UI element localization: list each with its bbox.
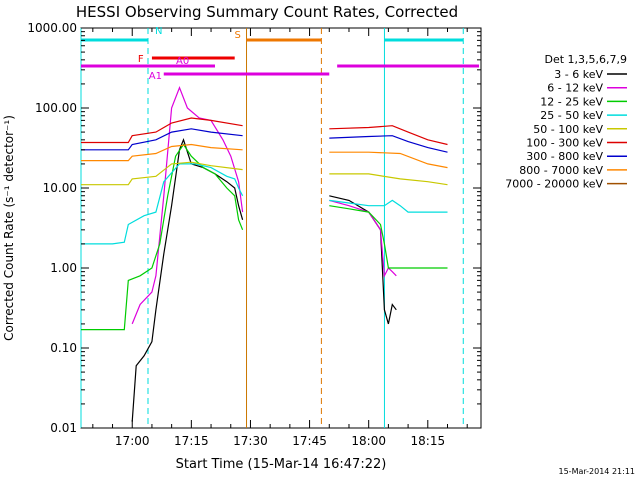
timestamp: 15-Mar-2014 21:11 xyxy=(559,467,636,476)
series-line xyxy=(329,199,448,213)
legend-title: Det 1,3,5,6,7,9 xyxy=(544,53,627,66)
series-line xyxy=(329,151,448,169)
y-tick-label: 1.00 xyxy=(50,261,77,275)
legend-label: 25 - 50 keV xyxy=(540,109,603,122)
x-axis: 17:00 17:15 17:30 17:45 18:00 18:15 xyxy=(92,28,468,448)
legend-label: 100 - 300 keV xyxy=(526,137,603,150)
y-axis-label: Corrected Count Rate (s⁻¹ detector⁻¹) xyxy=(2,115,16,341)
flag-label: S xyxy=(235,30,241,41)
series-line xyxy=(329,135,448,153)
legend-label: 300 - 800 keV xyxy=(526,150,603,163)
chart-title: HESSI Observing Summary Count Rates, Cor… xyxy=(76,3,458,21)
vertical-markers xyxy=(80,28,464,428)
x-tick-label: 17:30 xyxy=(233,434,268,448)
x-tick-label: 17:00 xyxy=(115,434,150,448)
series-line xyxy=(81,143,244,331)
series-line xyxy=(329,173,448,186)
flag-label: A0 xyxy=(176,56,189,67)
series-line xyxy=(329,199,397,278)
series-line xyxy=(81,128,243,151)
y-tick-label: 100.00 xyxy=(35,101,77,115)
series-line xyxy=(329,125,448,146)
legend-label: 800 - 7000 keV xyxy=(519,164,603,177)
series-line xyxy=(131,85,244,325)
series-line xyxy=(131,138,244,422)
y-tick-label: 10.00 xyxy=(43,181,77,195)
legend-label: 50 - 100 keV xyxy=(533,123,603,136)
series-line xyxy=(81,161,243,186)
flag-bars: N S F A0 A1 xyxy=(81,26,480,82)
y-tick-label: 0.10 xyxy=(50,341,77,355)
series-line xyxy=(81,117,243,144)
series-lines xyxy=(81,85,448,422)
series-line xyxy=(329,195,397,325)
x-tick-label: 18:00 xyxy=(351,434,386,448)
series-line xyxy=(81,163,244,245)
legend-label: 12 - 25 keV xyxy=(540,95,603,108)
plot-area xyxy=(80,27,482,429)
plot-frame xyxy=(80,27,482,429)
x-tick-label: 17:45 xyxy=(292,434,327,448)
series-line xyxy=(329,205,448,269)
flag-label: A1 xyxy=(149,71,162,82)
x-tick-label: 18:15 xyxy=(411,434,446,448)
x-axis-label: Start Time (15-Mar-14 16:47:22) xyxy=(176,457,387,472)
legend-label: 3 - 6 keV xyxy=(554,68,603,81)
y-tick-label: 0.01 xyxy=(50,421,77,435)
legend-label: 6 - 12 keV xyxy=(547,82,603,95)
flag-label: F xyxy=(138,54,144,65)
y-tick-label: 1000.00 xyxy=(27,21,77,35)
flag-label: N xyxy=(155,26,162,37)
legend-label: 7000 - 20000 keV xyxy=(505,178,603,191)
y-axis: 0.01 0.10 1.00 10.00 100.00 1000.00 xyxy=(27,21,481,435)
x-tick-label: 17:15 xyxy=(174,434,209,448)
series-line xyxy=(81,143,243,162)
